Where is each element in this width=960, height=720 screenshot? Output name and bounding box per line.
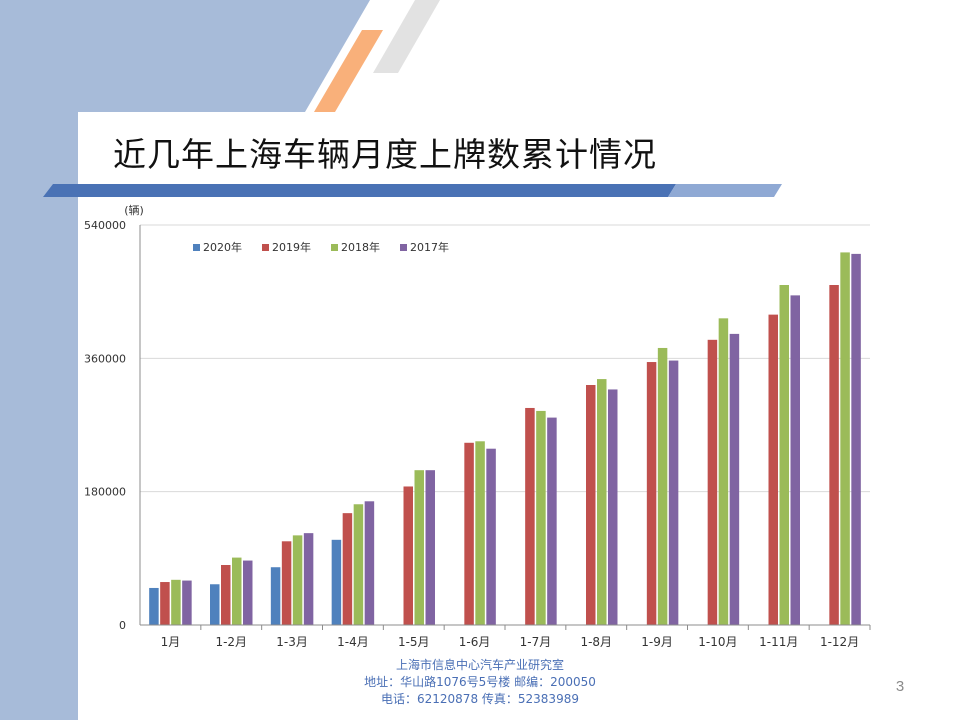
x-tick-label: 1-3月 (276, 635, 308, 649)
header-stripe-light (668, 184, 782, 197)
bar-2019年-1-11月 (768, 314, 778, 625)
bar-2019年-1-4月 (342, 513, 353, 625)
bar-2018年-1-11月 (779, 285, 789, 625)
legend-label: 2018年 (341, 240, 380, 254)
bar-2019年-1-10月 (707, 339, 718, 625)
bar-2018年-1-5月 (414, 470, 424, 625)
y-tick-label: 180000 (84, 486, 126, 499)
footer-org: 上海市信息中心汽车产业研究室 (395, 658, 564, 672)
bar-2017年-1-11月 (790, 295, 800, 625)
x-tick-label: 1-2月 (215, 635, 247, 649)
bar-2017年-1月 (182, 580, 192, 625)
x-tick-label: 1-6月 (459, 635, 491, 649)
x-tick-label: 1-7月 (520, 635, 552, 649)
bar-2020年-1-3月 (270, 567, 281, 625)
bar-2017年-1-3月 (303, 533, 314, 625)
bar-2018年-1-7月 (536, 410, 546, 625)
legend-label: 2017年 (410, 240, 449, 254)
bar-2019年-1月 (160, 582, 170, 625)
footer-address: 地址：华山路1076号5号楼 邮编：200050 (364, 675, 596, 689)
bar-2018年-1-3月 (292, 535, 303, 625)
bar-2017年-1-2月 (243, 560, 253, 625)
legend-label: 2019年 (272, 240, 311, 254)
bar-2020年-1月 (149, 587, 159, 625)
bar-2018年-1-10月 (718, 318, 729, 625)
legend-swatch (262, 244, 269, 251)
x-tick-label: 1-8月 (580, 635, 612, 649)
bar-2017年-1-7月 (547, 417, 557, 625)
slide-title: 近几年上海车辆月度上牌数累计情况 (113, 135, 657, 174)
y-axis-unit-label: (辆) (124, 203, 144, 217)
bar-2019年-1-3月 (281, 541, 292, 625)
header-stripe-blue (43, 184, 676, 197)
y-tick-label: 360000 (84, 352, 126, 365)
x-tick-label: 1-11月 (759, 635, 798, 649)
bar-2017年-1-8月 (608, 389, 618, 625)
x-tick-label: 1-5月 (398, 635, 430, 649)
bar-2019年-1-5月 (403, 486, 413, 625)
bar-2018年-1-9月 (657, 347, 668, 625)
y-tick-label: 0 (119, 619, 126, 632)
bar-2019年-1-9月 (646, 362, 657, 625)
bar-2017年-1-6月 (486, 448, 496, 625)
bar-2019年-1-8月 (586, 385, 596, 625)
bar-2017年-1-10月 (729, 333, 740, 625)
y-tick-label: 540000 (84, 219, 126, 232)
bar-2020年-1-2月 (210, 584, 220, 625)
decor-gray-stripe (373, 0, 440, 73)
x-tick-label: 1月 (161, 635, 181, 649)
bar-2017年-1-12月 (851, 253, 861, 625)
bar-2020年-1-4月 (331, 539, 342, 625)
page-number: 3 (895, 678, 905, 695)
footer-phone: 电话：62120878 传真：52383989 (381, 692, 579, 706)
x-tick-label: 1-9月 (641, 635, 673, 649)
bar-2019年-1-12月 (829, 285, 839, 625)
bar-2018年-1-6月 (475, 441, 485, 625)
bar-2018年-1-12月 (840, 252, 850, 625)
x-tick-label: 1-12月 (820, 635, 859, 649)
decor-band-top (0, 0, 370, 112)
x-tick-label: 1-10月 (698, 635, 737, 649)
legend-swatch (193, 244, 200, 251)
bar-2019年-1-2月 (221, 565, 231, 625)
decor-orange-stripe (314, 30, 383, 112)
bar-2018年-1-8月 (597, 379, 607, 625)
bar-2019年-1-7月 (525, 407, 535, 625)
legend-swatch (400, 244, 407, 251)
left-decor-band (0, 0, 78, 720)
legend-label: 2020年 (203, 240, 242, 254)
header-panel (78, 112, 960, 192)
top-decor (0, 0, 440, 112)
x-tick-label: 1-4月 (337, 635, 369, 649)
bar-2017年-1-9月 (668, 360, 679, 625)
legend-swatch (331, 244, 338, 251)
bar-2018年-1月 (171, 579, 181, 625)
bar-2017年-1-5月 (425, 470, 435, 625)
bar-2018年-1-2月 (232, 557, 242, 625)
bar-2019年-1-6月 (464, 442, 474, 625)
bar-2018年-1-4月 (353, 504, 364, 625)
bar-2017年-1-4月 (364, 501, 375, 625)
